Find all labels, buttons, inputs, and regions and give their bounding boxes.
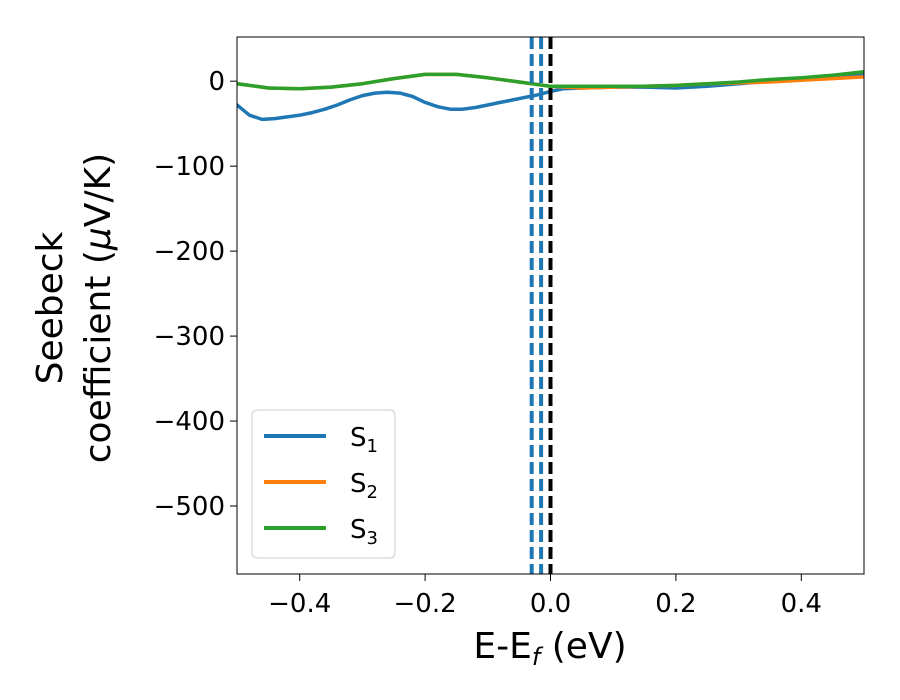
y-axis: 0 −100 −200 −300 −400 −500	[154, 67, 237, 522]
y-tick-label: 0	[208, 67, 225, 97]
legend-label-s3: S3	[350, 515, 378, 549]
y-tick-label: −400	[154, 407, 225, 437]
x-tick-label: 0.2	[655, 589, 696, 619]
x-tick-label: −0.4	[268, 589, 331, 619]
x-tick-label: −0.2	[394, 589, 457, 619]
y-tick-label: −200	[154, 237, 225, 267]
x-axis-title-unit: (eV)	[540, 626, 626, 667]
plot-area	[237, 37, 864, 574]
y-tick-label: −300	[154, 322, 225, 352]
x-axis: −0.4 −0.2 0.0 0.2 0.4	[268, 574, 822, 619]
legend-label-s1: S1	[350, 423, 378, 457]
y-axis-title-line2: coefficient (μV/K)	[78, 153, 119, 463]
y-tick-label: −500	[154, 492, 225, 522]
legend: S1 S2 S3	[251, 409, 396, 559]
x-axis-title: E-Ef (eV)	[473, 626, 626, 671]
x-tick-label: 0.0	[530, 589, 571, 619]
y-axis-title: Seebeck coefficient (μV/K)	[30, 153, 119, 463]
series-line-s1	[237, 71, 864, 122]
legend-label-s2: S2	[350, 469, 378, 503]
y-axis-title-line1: Seebeck	[30, 231, 71, 384]
series-line-s3	[237, 70, 864, 91]
x-tick-label: 0.4	[781, 589, 822, 619]
y-tick-label: −100	[154, 152, 225, 182]
